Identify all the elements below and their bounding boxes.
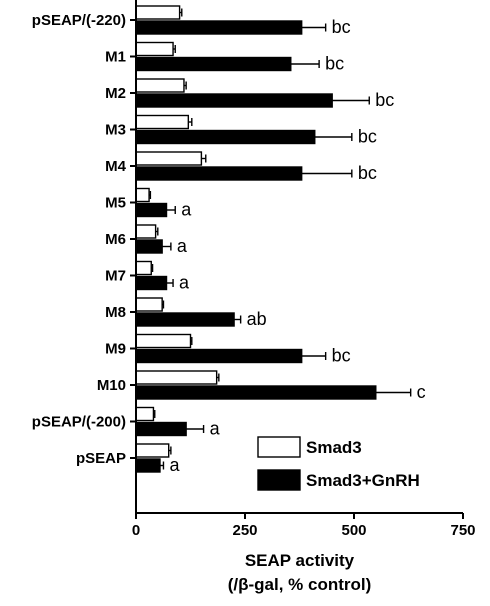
bar-group: a <box>135 187 192 220</box>
bar-smad3 <box>135 187 150 203</box>
bar-smad3 <box>135 260 152 276</box>
bar-group: bc <box>135 114 377 147</box>
legend-label: Smad3 <box>306 438 362 457</box>
x-axis-title-line: SEAP activity <box>245 551 355 570</box>
bar-smad3-gnrh <box>135 93 333 108</box>
bar-smad3 <box>135 297 163 312</box>
category-label: M5 <box>105 195 126 212</box>
bar-smad3 <box>135 370 218 385</box>
category-label: pSEAP/(-220) <box>32 12 126 29</box>
significance-label: a <box>169 455 180 475</box>
legend-item: Smad3+GnRH <box>257 469 420 491</box>
bar-smad3-gnrh <box>135 166 303 181</box>
category-label: M4 <box>105 158 126 175</box>
bar-group: bc <box>135 5 351 37</box>
significance-label: a <box>179 273 190 293</box>
bar-group: bc <box>135 78 394 110</box>
category-label: M8 <box>105 304 126 321</box>
significance-label: bc <box>358 127 377 147</box>
category-label: M2 <box>105 85 126 102</box>
x-tick-label: 500 <box>341 522 366 539</box>
category-label: M10 <box>97 377 126 394</box>
bar-smad3-gnrh <box>135 385 377 400</box>
bar-group: bc <box>135 151 377 183</box>
significance-label: bc <box>332 346 351 366</box>
bar-group: c <box>135 370 426 402</box>
significance-label: bc <box>332 17 351 37</box>
bar-group: a <box>135 224 188 256</box>
category-label: pSEAP/(-200) <box>32 414 126 431</box>
bar-group: a <box>135 443 180 475</box>
legend-swatch <box>257 436 301 458</box>
axes: 0 250 500 750 <box>130 0 476 539</box>
bar-smad3-gnrh <box>135 20 303 35</box>
category-label: M7 <box>105 268 126 285</box>
significance-label: ab <box>247 309 267 329</box>
significance-label: bc <box>375 90 394 110</box>
legend-swatch <box>257 469 301 491</box>
bar-smad3 <box>135 41 174 57</box>
category-label: M6 <box>105 231 126 248</box>
category-labels: pSEAP/(-220) M1 M2 M3 M4 M5 M6 M7 M8 M9 M10 pSEAP/(… <box>32 12 127 467</box>
bar-group: ab <box>135 297 267 329</box>
legend: Smad3 Smad3+GnRH <box>257 436 420 491</box>
bar-smad3-gnrh <box>135 458 161 473</box>
bar-smad3 <box>135 151 203 166</box>
bar-smad3 <box>135 5 181 20</box>
x-tick-label: 750 <box>450 522 475 539</box>
significance-label: bc <box>325 54 344 74</box>
bar-smad3 <box>135 333 192 349</box>
x-axis-title-line: (/β-gal, % control) <box>228 575 372 594</box>
bar-group: bc <box>135 41 344 74</box>
category-label: M1 <box>105 49 126 66</box>
significance-label: a <box>177 236 188 256</box>
bar-smad3 <box>135 78 185 93</box>
x-tick-label: 250 <box>232 522 257 539</box>
significance-label: bc <box>358 163 377 183</box>
bar-smad3 <box>135 224 157 239</box>
legend-label: Smad3+GnRH <box>306 471 420 490</box>
category-label: M9 <box>105 341 126 358</box>
bar-group: bc <box>135 333 351 366</box>
bar-smad3 <box>135 114 190 130</box>
category-label: M3 <box>105 122 126 139</box>
x-axis-title: SEAP activity (/β-gal, % control) <box>228 551 372 594</box>
bar-smad3-gnrh <box>135 239 163 254</box>
x-tick-label: 0 <box>132 522 140 539</box>
bar-smad3-gnrh <box>135 202 168 218</box>
bar-smad3 <box>135 406 155 422</box>
bar-smad3 <box>135 443 170 458</box>
bar-smad3-gnrh <box>135 312 235 327</box>
bar-smad3-gnrh <box>135 275 168 291</box>
bar-smad3-gnrh <box>135 56 292 72</box>
bar-group: a <box>135 406 221 439</box>
bar-smad3-gnrh <box>135 129 316 145</box>
significance-label: c <box>417 382 426 402</box>
legend-item: Smad3 <box>257 436 362 458</box>
significance-label: a <box>210 419 221 439</box>
bar-group: a <box>135 260 190 293</box>
bar-smad3-gnrh <box>135 348 303 364</box>
bar-smad3-gnrh <box>135 421 187 437</box>
category-label: pSEAP <box>76 450 126 467</box>
significance-label: a <box>181 200 192 220</box>
